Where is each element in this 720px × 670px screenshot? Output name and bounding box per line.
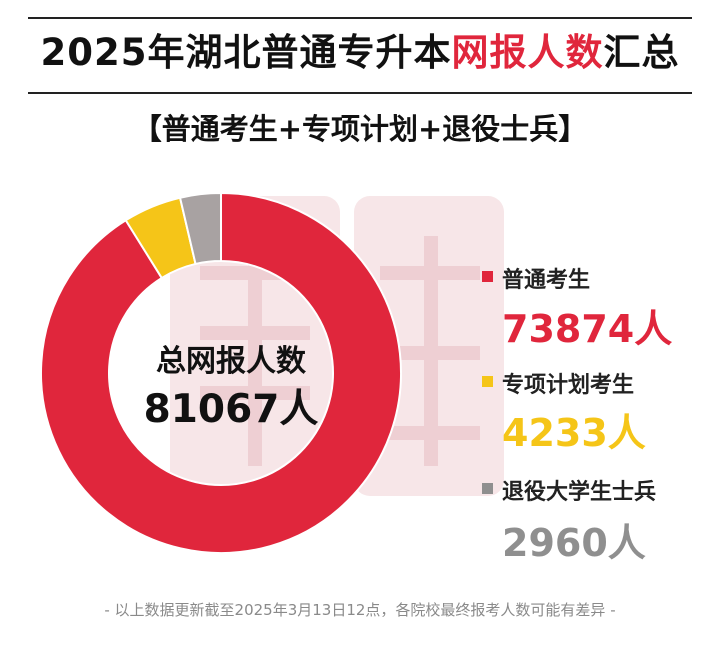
donut-chart (40, 191, 402, 554)
legend-swatch-regular (482, 271, 493, 282)
legend-value-special: 4233人 (502, 411, 646, 455)
title-tail: 汇总 (603, 31, 680, 74)
title-highlight: 网报人数 (451, 31, 604, 74)
title-main: 2025年湖北普通专升本 (40, 31, 452, 74)
total-value: 81067人 (143, 387, 319, 432)
top-rule (28, 17, 692, 19)
legend-label-special: 专项计划考生 (502, 373, 635, 398)
legend-swatch-veteran (482, 483, 493, 494)
slice-veteran (178, 191, 222, 266)
legend-swatch-special (482, 376, 493, 387)
legend-value-veteran: 2960人 (502, 521, 646, 565)
bottom-rule (28, 92, 692, 94)
total-label: 总网报人数 (156, 344, 306, 379)
page-title: 2025年湖北普通专升本网报人数汇总 (0, 22, 720, 76)
legend-value-regular: 73874人 (502, 307, 673, 351)
slice-regular (40, 191, 402, 554)
legend-label-veteran: 退役大学生士兵 (502, 480, 657, 505)
page-subtitle: 【普通考生+专项计划+退役士兵】 (132, 112, 588, 146)
legend-label-regular: 普通考生 (502, 268, 591, 293)
footer-note: - 以上数据更新截至2025年3月13日12点，各院校最终报考人数可能有差异 - (104, 601, 616, 619)
